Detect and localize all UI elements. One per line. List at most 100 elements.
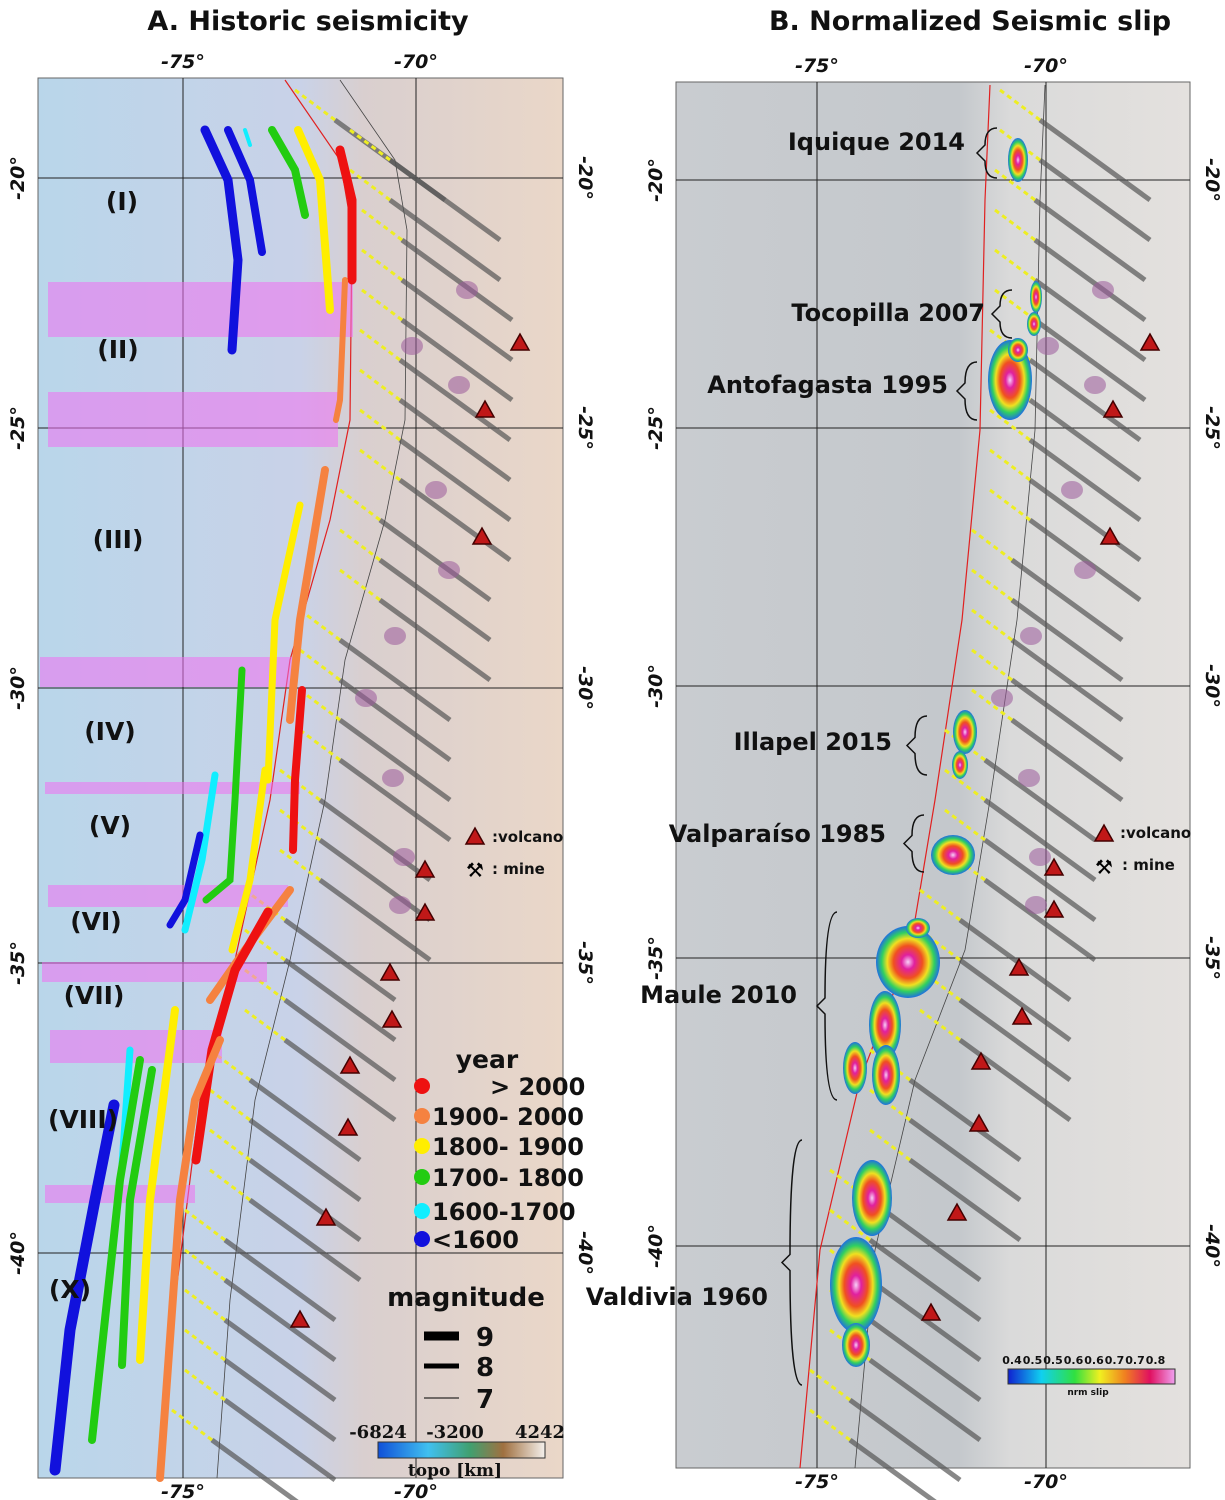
legend-label: <1600: [432, 1226, 519, 1254]
rupture: [289, 686, 306, 854]
mine-site: [448, 376, 470, 394]
event-brace: [905, 715, 928, 776]
mine-site: [1020, 627, 1042, 645]
legend-title: magnitude: [387, 1283, 545, 1313]
fault: [983, 837, 1097, 923]
fault: [338, 717, 452, 803]
colorbar-label: 0.7: [1105, 1354, 1125, 1367]
volcano: [920, 1302, 942, 1321]
fault: [248, 1157, 362, 1243]
rupture: [118, 1066, 156, 1369]
fault: [398, 357, 512, 443]
fault: [958, 1037, 1072, 1123]
legend-label: 1600-1700: [432, 1198, 576, 1226]
fault: [223, 1317, 337, 1403]
region-label: (X): [49, 1275, 91, 1304]
slip-patch: [1030, 281, 1042, 313]
lat-label: -20°: [574, 156, 596, 200]
lat-label: -30°: [1201, 664, 1223, 708]
fault: [283, 917, 397, 1003]
volcano: [946, 1202, 968, 1221]
fault: [868, 1357, 982, 1443]
colorbar-label: 0.6: [1084, 1354, 1104, 1367]
volcano: [509, 332, 531, 351]
volcano: [381, 1009, 403, 1028]
slip-patch: [931, 835, 975, 875]
colorbar-label: 4242: [515, 1422, 565, 1443]
mine-site: [1074, 561, 1096, 579]
segment-boundary: [42, 962, 267, 982]
slip-patch: [843, 1042, 867, 1094]
lat-label: -30°: [7, 666, 29, 710]
segment-boundary: [50, 1030, 222, 1063]
event-brace: [815, 911, 838, 1101]
legend-label: : mine: [492, 860, 545, 878]
volcano-legend: [464, 826, 486, 845]
lat-label: -40°: [574, 1231, 596, 1275]
fault: [1028, 517, 1142, 603]
rupture: [243, 128, 252, 147]
mine-site: [1025, 896, 1047, 914]
lat-label: -20°: [645, 158, 667, 202]
fault: [400, 277, 514, 363]
fault: [868, 1317, 982, 1403]
fault: [908, 1077, 1022, 1163]
legend-swatch: [414, 1231, 430, 1247]
slip-patch: [1027, 312, 1041, 336]
lat-label: -30°: [645, 664, 667, 708]
fault: [1033, 317, 1147, 403]
rupture: [88, 1056, 144, 1444]
lat-label: -20°: [1201, 158, 1223, 202]
fault: [1010, 597, 1124, 683]
fault: [1028, 397, 1142, 483]
rupture: [200, 125, 243, 355]
event-label: Maule 2010: [640, 981, 797, 1009]
fault: [378, 517, 492, 603]
volcano: [414, 902, 436, 921]
lat-label: -35°: [574, 941, 596, 985]
lon-label: -70°: [1024, 55, 1068, 77]
rupture: [202, 666, 246, 904]
volcano: [1139, 332, 1161, 351]
fault: [318, 837, 432, 923]
fault: [1010, 637, 1124, 723]
lat-label: -40°: [1201, 1224, 1223, 1268]
lat-label: -25°: [645, 406, 667, 450]
event-label: Valdivia 1960: [586, 1283, 768, 1311]
mine-site: [456, 281, 478, 299]
rupture: [156, 1036, 224, 1482]
segment-boundary: [40, 657, 295, 687]
slip-patch: [842, 1323, 870, 1367]
lat-label: -25°: [7, 406, 29, 450]
fault: [318, 877, 432, 963]
event-brace: [975, 127, 998, 179]
lat-label: -30°: [574, 666, 596, 710]
fault: [1038, 157, 1152, 243]
lat-label: -40°: [7, 1231, 29, 1275]
trench: [799, 84, 991, 1469]
legend-title: year: [456, 1045, 519, 1074]
legend-label: :volcano: [1120, 824, 1191, 842]
colorbar-label: 0.4: [1002, 1354, 1022, 1367]
segment-boundary: [48, 392, 338, 447]
mine-site: [1018, 769, 1040, 787]
rupture: [181, 771, 219, 934]
rupture: [224, 126, 266, 256]
legend-swatch: [414, 1078, 430, 1094]
mine-site: [384, 627, 406, 645]
rupture: [333, 277, 348, 423]
fault: [283, 997, 397, 1083]
fault: [398, 477, 512, 563]
fault: [1028, 437, 1142, 523]
fault: [1033, 237, 1147, 323]
rupture: [264, 501, 304, 784]
event-label: Illapel 2015: [734, 728, 892, 756]
rupture: [136, 1006, 179, 1364]
volcano: [1043, 899, 1065, 918]
fault: [338, 757, 452, 843]
volcano-legend: [1093, 823, 1115, 842]
lat-label: -25°: [574, 406, 596, 450]
fault: [983, 877, 1097, 963]
fault: [223, 1237, 337, 1323]
